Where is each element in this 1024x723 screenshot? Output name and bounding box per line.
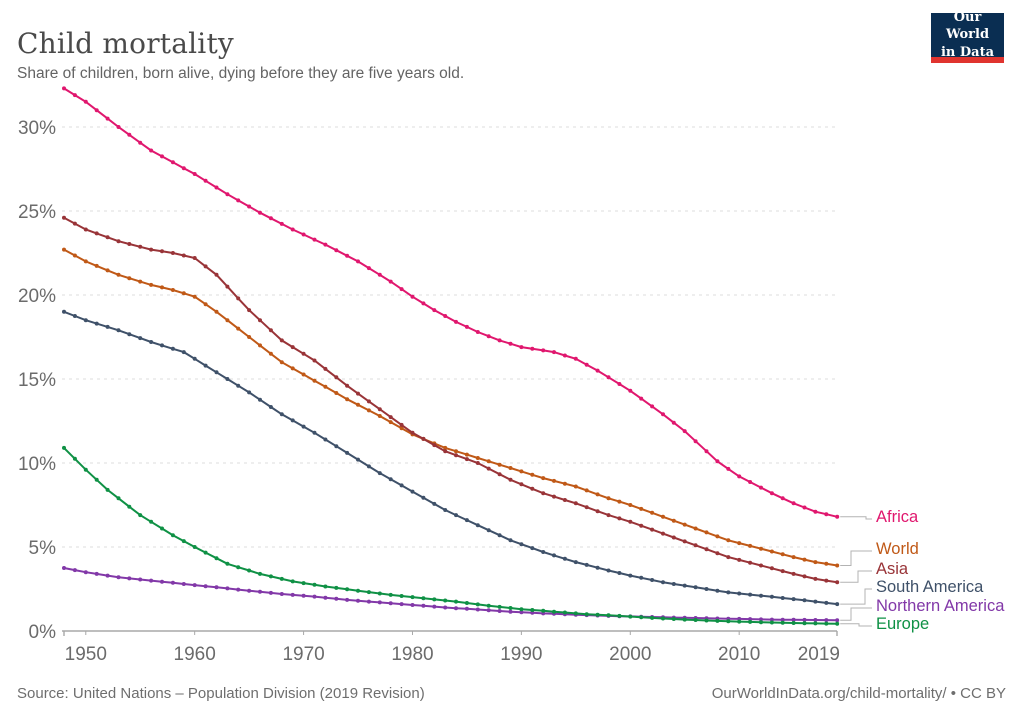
owid-logo-box: Our World in Data — [931, 10, 1004, 60]
source-note: Source: United Nations – Population Divi… — [17, 685, 425, 702]
x-axis-tick-label: 1980 — [391, 644, 433, 665]
y-axis-tick-label: 15% — [18, 370, 56, 391]
legend-connector — [840, 623, 872, 627]
license-note[interactable]: OurWorldInData.org/child-mortality/ • CC… — [711, 685, 1006, 702]
legend-label-africa[interactable]: Africa — [876, 508, 919, 526]
legend-label-south-america[interactable]: South America — [876, 578, 984, 596]
owid-logo-line2: in Data — [940, 44, 995, 60]
x-axis-tick-label: 1990 — [500, 644, 542, 665]
x-axis-tick-label: 1970 — [282, 644, 324, 665]
legend-label-asia[interactable]: Asia — [876, 560, 909, 578]
series-line-northern-america[interactable] — [62, 566, 840, 623]
x-axis-tick-label: 2019 — [798, 644, 840, 665]
legend-label-europe[interactable]: Europe — [876, 615, 930, 633]
owid-logo-redbar — [931, 57, 1004, 63]
y-axis-tick-label: 10% — [18, 454, 56, 475]
y-axis-tick-label: 0% — [29, 622, 57, 643]
x-axis: 1950 1960 1970 1980 1990 2000 2010 2019 — [63, 631, 840, 665]
legend-label-northern-america[interactable]: Northern America — [876, 597, 1005, 615]
series-line-europe[interactable] — [62, 445, 840, 626]
y-axis-tick-label: 25% — [18, 202, 56, 223]
chart-subtitle: Share of children, born alive, dying bef… — [17, 64, 465, 82]
x-axis-tick-label: 1960 — [174, 644, 216, 665]
series-line-south-america[interactable] — [62, 309, 840, 607]
y-gridlines: 0% 5% 10% 15% 20% 25% 30% — [18, 118, 837, 643]
legend-connector — [840, 570, 872, 583]
legend-connector — [840, 588, 872, 605]
legend-label-world[interactable]: World — [876, 540, 919, 558]
series-line-africa[interactable] — [62, 86, 840, 519]
legend-connector — [840, 550, 872, 566]
y-axis-tick-label: 20% — [18, 286, 56, 307]
y-axis-tick-label: 5% — [29, 538, 57, 559]
series-line-asia[interactable] — [62, 215, 840, 585]
page-title: Child mortality — [17, 26, 234, 60]
legend-connector — [840, 607, 872, 621]
owid-logo: Our World in Data — [931, 10, 1004, 63]
owid-logo-line1: Our World — [945, 9, 990, 43]
legend-connector — [840, 516, 872, 520]
x-axis-tick-label: 2010 — [718, 644, 760, 665]
series-line-world[interactable] — [62, 247, 840, 568]
y-axis-tick-label: 30% — [18, 118, 56, 139]
x-axis-tick-label: 2000 — [609, 644, 651, 665]
x-axis-tick-label: 1950 — [65, 644, 107, 665]
